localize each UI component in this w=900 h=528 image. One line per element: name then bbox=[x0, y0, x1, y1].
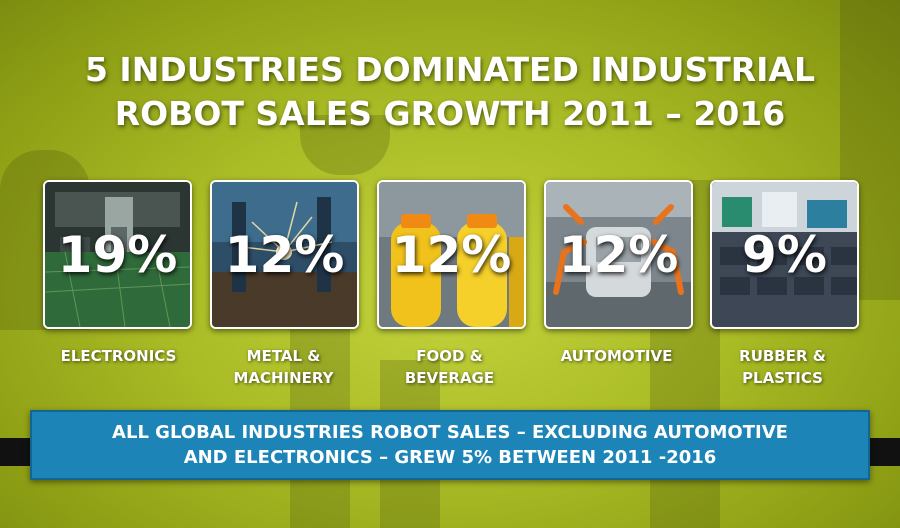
page-title: 5 INDUSTRIES DOMINATED INDUSTRIAL ROBOT … bbox=[40, 48, 860, 136]
label-line-1: METAL & bbox=[246, 347, 321, 365]
banner-line-1: ALL GLOBAL INDUSTRIES ROBOT SALES – EXCL… bbox=[112, 422, 788, 443]
percent-value: 12% bbox=[558, 225, 679, 284]
background-claw-silhouette bbox=[300, 115, 390, 175]
title-line-1: 5 INDUSTRIES DOMINATED INDUSTRIAL bbox=[84, 50, 815, 89]
industry-label-rubber-plastics: RUBBER & PLASTICS bbox=[695, 345, 870, 389]
percent-value: 12% bbox=[391, 225, 512, 284]
industry-card-metal-machinery: 12% bbox=[210, 180, 359, 329]
title-line-2: ROBOT SALES GROWTH 2011 – 2016 bbox=[114, 94, 786, 133]
industry-label-food-beverage: FOOD & BEVERAGE bbox=[362, 345, 537, 389]
percent-value: 19% bbox=[57, 225, 178, 284]
label-line-1: AUTOMOTIVE bbox=[560, 347, 673, 365]
label-line-2: MACHINERY bbox=[233, 369, 334, 387]
industry-label-electronics: ELECTRONICS bbox=[31, 345, 206, 367]
banner-line-2: AND ELECTRONICS – GREW 5% BETWEEN 2011 -… bbox=[183, 447, 717, 468]
juice-bottles-image bbox=[379, 182, 524, 327]
industry-card-food-beverage: 12% bbox=[377, 180, 526, 329]
metal-cutting-sparks-image bbox=[212, 182, 357, 327]
label-line-2: PLASTICS bbox=[742, 369, 823, 387]
circuit-board-machine-image bbox=[45, 182, 190, 327]
label-line-1: ELECTRONICS bbox=[60, 347, 177, 365]
percent-value: 9% bbox=[742, 225, 827, 284]
plastic-crates-image bbox=[712, 182, 857, 327]
industry-label-automotive: AUTOMOTIVE bbox=[529, 345, 704, 367]
industry-card-automotive: 12% bbox=[544, 180, 693, 329]
percent-value: 12% bbox=[224, 225, 345, 284]
label-line-1: FOOD & bbox=[416, 347, 483, 365]
label-line-1: RUBBER & bbox=[739, 347, 826, 365]
car-assembly-robots-image bbox=[546, 182, 691, 327]
industry-card-electronics: 19% bbox=[43, 180, 192, 329]
label-line-2: BEVERAGE bbox=[404, 369, 495, 387]
industry-label-metal-machinery: METAL & MACHINERY bbox=[196, 345, 371, 389]
summary-banner: ALL GLOBAL INDUSTRIES ROBOT SALES – EXCL… bbox=[30, 410, 870, 480]
industry-card-rubber-plastics: 9% bbox=[710, 180, 859, 329]
